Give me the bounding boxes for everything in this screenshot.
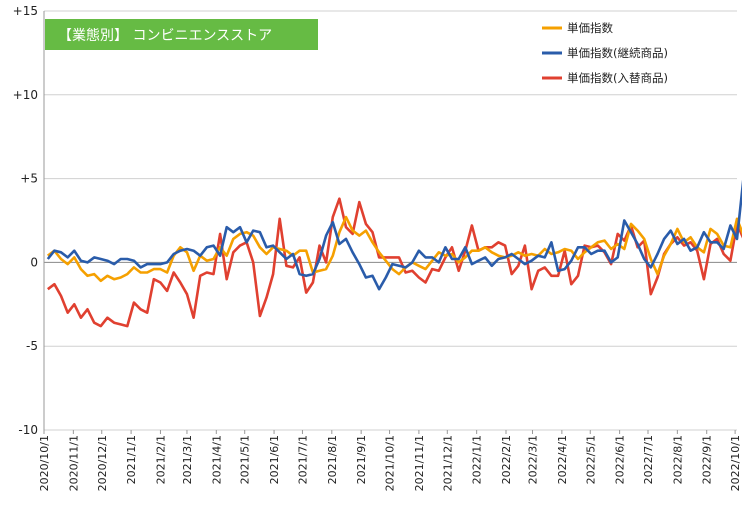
- x-tick-label: 2021/12/1: [441, 435, 454, 491]
- x-axis: 2020/10/1 2020/11/1 2020/12/1 2021/1/1 2021/…: [38, 430, 742, 491]
- x-tick-label: 2022/9/1: [701, 435, 714, 484]
- x-tick-label: 2021/10/1: [384, 435, 397, 491]
- x-tick-label: 2021/2/1: [154, 435, 167, 484]
- y-tick-label: +5: [20, 172, 38, 186]
- chart-title: 【業態別】 コンビニエンスストア: [45, 19, 318, 50]
- x-tick-label: 2021/4/1: [210, 435, 223, 484]
- grid: [43, 10, 737, 431]
- y-axis: +15 +10 +5 0 -5 -10: [13, 4, 38, 437]
- x-tick-label: 2022/7/1: [642, 435, 655, 484]
- x-tick-label: 2020/11/1: [67, 435, 80, 491]
- x-tick-label: 2021/8/1: [326, 435, 339, 484]
- x-tick-label: 2021/3/1: [181, 435, 194, 484]
- y-tick-label: -10: [18, 423, 38, 437]
- series-line-continuing: [46, 179, 742, 291]
- x-tick-label: 2021/9/1: [355, 435, 368, 484]
- legend-label-unit-price: 単価指数: [567, 21, 613, 35]
- x-tick-label: 2022/3/1: [527, 435, 540, 484]
- series-line-unit-price: [47, 215, 742, 283]
- x-tick-label: 2021/1/1: [125, 435, 138, 484]
- legend-label-replacement: 単価指数(入替商品): [567, 71, 668, 85]
- x-tick-label: 2020/10/1: [38, 435, 51, 491]
- x-tick-label: 2022/4/1: [556, 435, 569, 484]
- y-tick-label: +15: [13, 4, 38, 18]
- x-tick-label: 2021/5/1: [239, 435, 252, 484]
- legend: 単価指数 単価指数(継続商品) 単価指数(入替商品): [542, 21, 668, 85]
- y-tick-label: -5: [26, 339, 38, 353]
- y-tick-label: +10: [13, 88, 38, 102]
- x-tick-label: 2022/5/1: [584, 435, 597, 484]
- series-lines: [46, 179, 742, 328]
- x-tick-label: 2021/6/1: [268, 435, 281, 484]
- series-line-replacement: [47, 197, 742, 328]
- x-tick-label: 2022/8/1: [671, 435, 684, 484]
- x-tick-label: 2022/6/1: [614, 435, 627, 484]
- x-tick-label: 2022/10/1: [729, 435, 742, 491]
- legend-label-continuing: 単価指数(継続商品): [567, 46, 668, 60]
- y-tick-label: 0: [30, 255, 38, 269]
- x-tick-label: 2020/12/1: [96, 435, 109, 491]
- x-tick-label: 2021/11/1: [413, 435, 426, 491]
- x-tick-label: 2022/1/1: [471, 435, 484, 484]
- chart-title-text: 【業態別】 コンビニエンスストア: [58, 28, 272, 44]
- chart-title-background: [45, 19, 318, 50]
- x-tick-label: 2021/7/1: [296, 435, 309, 484]
- x-tick-label: 2022/2/1: [500, 435, 513, 484]
